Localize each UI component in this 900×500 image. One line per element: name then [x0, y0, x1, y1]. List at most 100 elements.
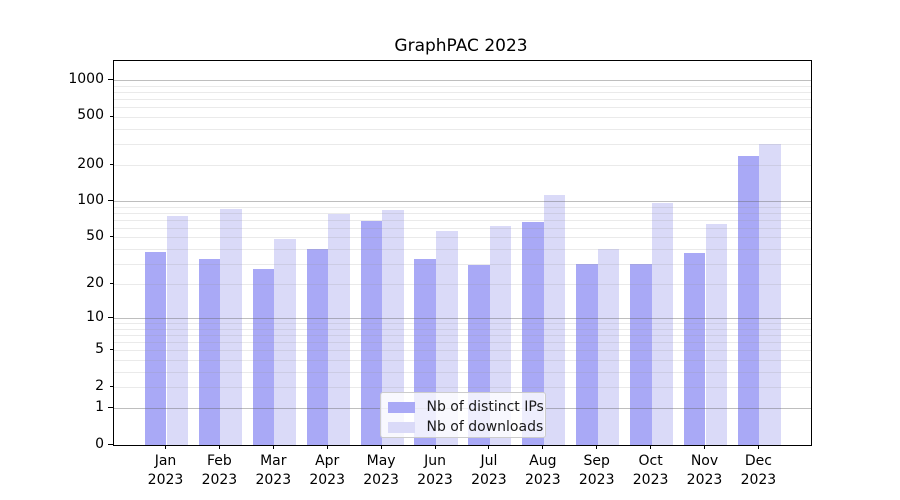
gridline-y-2 [113, 387, 811, 388]
x-tick-dec-2023 [757, 445, 759, 449]
x-tick-apr-2023 [326, 445, 328, 449]
bar-nb-of-distinct-ips-dec-2023 [737, 156, 760, 445]
y-tick-20 [109, 283, 113, 285]
x-tick-label-jun-2023: Jun 2023 [400, 452, 470, 490]
gridline-y-100 [113, 201, 811, 203]
x-tick-label-line2-jan-2023: 2023 [147, 472, 184, 488]
y-tick-label-20: 20 [86, 274, 104, 291]
y-tick-label-2: 2 [95, 377, 104, 394]
bar-nb-of-downloads-oct-2023 [651, 203, 674, 445]
bar-nb-of-distinct-ips-mar-2023 [252, 269, 275, 445]
gridline-y-9 [113, 323, 811, 325]
y-tick-label-100: 100 [77, 191, 104, 208]
chart-title: GraphPAC 2023 [394, 36, 528, 56]
x-tick-label-line2-sep-2023: 2023 [578, 472, 615, 488]
legend-swatch-distinct-ips [387, 401, 415, 413]
gridline-y-300 [113, 143, 811, 145]
y-tick-label-5: 5 [95, 340, 104, 357]
x-tick-sep-2023 [596, 445, 598, 449]
x-tick-label-line2-aug-2023: 2023 [524, 472, 561, 488]
x-tick-label-line1-feb-2023: Feb [206, 453, 232, 469]
gridline-y-40 [113, 248, 811, 250]
gridline-y-20 [113, 284, 811, 286]
x-tick-label-aug-2023: Aug 2023 [508, 452, 578, 490]
x-tick-label-line2-feb-2023: 2023 [201, 472, 238, 488]
x-tick-jan-2023 [165, 445, 166, 449]
y-tick-0 [107, 444, 113, 445]
y-tick-1 [107, 407, 113, 409]
y-tick-label-200: 200 [77, 155, 104, 172]
legend-swatch-downloads [387, 421, 415, 433]
x-tick-label-line1-sep-2023: Sep [583, 453, 610, 469]
y-tick-1000 [107, 79, 113, 81]
x-tick-oct-2023 [650, 445, 652, 449]
gridline-y-500 [113, 116, 811, 118]
x-tick-feb-2023 [218, 445, 220, 449]
y-tick-label-1000: 1000 [68, 70, 104, 87]
bar-nb-of-distinct-ips-sep-2023 [576, 263, 598, 445]
x-tick-label-line2-nov-2023: 2023 [686, 472, 723, 488]
x-tick-label-line2-apr-2023: 2023 [309, 472, 345, 488]
x-tick-nov-2023 [704, 445, 705, 449]
x-tick-label-dec-2023: Dec 2023 [723, 452, 793, 490]
gridline-y-60 [113, 228, 811, 230]
gridline-y-1000 [113, 80, 811, 82]
x-tick-label-line1-may-2023: May [366, 453, 396, 469]
y-tick-label-50: 50 [86, 227, 104, 244]
x-tick-label-line1-nov-2023: Nov [690, 453, 719, 469]
bar-nb-of-distinct-ips-nov-2023 [683, 253, 706, 445]
gridline-y-400 [113, 128, 811, 130]
grid-layer [113, 61, 811, 445]
gridline-y-6 [113, 342, 811, 344]
x-tick-label-line2-dec-2023: 2023 [740, 472, 777, 488]
bar-nb-of-downloads-jul-2023 [489, 226, 512, 445]
y-tick-50 [109, 236, 113, 238]
y-tick-5 [109, 349, 113, 351]
bar-nb-of-downloads-sep-2023 [597, 248, 620, 445]
bar-nb-of-downloads-mar-2023 [274, 238, 296, 445]
x-tick-aug-2023 [542, 445, 544, 449]
y-tick-label-0: 0 [95, 435, 104, 452]
bar-nb-of-distinct-ips-feb-2023 [198, 258, 221, 445]
gridline-y-600 [113, 107, 811, 109]
y-tick-10 [107, 317, 113, 319]
y-tick-200 [109, 164, 113, 166]
bars-layer [114, 61, 812, 445]
x-tick-label-line1-jun-2023: Jun [424, 453, 446, 469]
x-tick-label-line2-oct-2023: 2023 [632, 472, 669, 488]
bar-nb-of-distinct-ips-aug-2023 [522, 222, 544, 445]
gridline-y-900 [113, 85, 811, 87]
bar-nb-of-distinct-ips-oct-2023 [630, 263, 652, 445]
gridline-y-800 [113, 92, 811, 94]
y-tick-2 [109, 386, 113, 387]
x-tick-label-line1-apr-2023: Apr [315, 453, 340, 469]
x-tick-label-line1-oct-2023: Oct [638, 453, 663, 469]
bar-nb-of-downloads-jun-2023 [436, 230, 458, 445]
x-tick-label-sep-2023: Sep 2023 [562, 452, 632, 490]
x-tick-jul-2023 [488, 445, 490, 449]
y-tick-500 [109, 115, 113, 117]
x-tick-label-line2-may-2023: 2023 [363, 472, 399, 488]
gridline-y-30 [113, 263, 811, 265]
bar-nb-of-downloads-feb-2023 [220, 208, 242, 445]
gridline-y-700 [113, 99, 811, 101]
x-tick-label-mar-2023: Mar 2023 [238, 452, 308, 490]
x-tick-label-line1-aug-2023: Aug [529, 453, 557, 469]
x-tick-label-jan-2023: Jan 2023 [131, 452, 201, 490]
bar-nb-of-downloads-nov-2023 [705, 223, 728, 445]
x-tick-label-line2-jul-2023: 2023 [471, 472, 507, 488]
y-tick-label-1: 1 [95, 398, 104, 415]
legend-label-distinct-ips: Nb of distinct IPs [426, 399, 544, 415]
gridline-y-5 [113, 350, 811, 352]
x-tick-label-line1-jan-2023: Jan [154, 453, 177, 469]
x-tick-may-2023 [380, 445, 382, 449]
x-tick-label-feb-2023: Feb 2023 [184, 452, 254, 490]
x-tick-label-line1-jul-2023: Jul [480, 453, 498, 469]
gridline-y-10 [113, 318, 811, 320]
x-tick-label-line1-dec-2023: Dec [744, 453, 772, 469]
bar-nb-of-distinct-ips-jan-2023 [144, 251, 167, 445]
x-tick-label-jul-2023: Jul 2023 [454, 452, 524, 490]
legend: Nb of distinct IPs Nb of downloads [379, 392, 546, 438]
x-tick-label-oct-2023: Oct 2023 [616, 452, 686, 490]
